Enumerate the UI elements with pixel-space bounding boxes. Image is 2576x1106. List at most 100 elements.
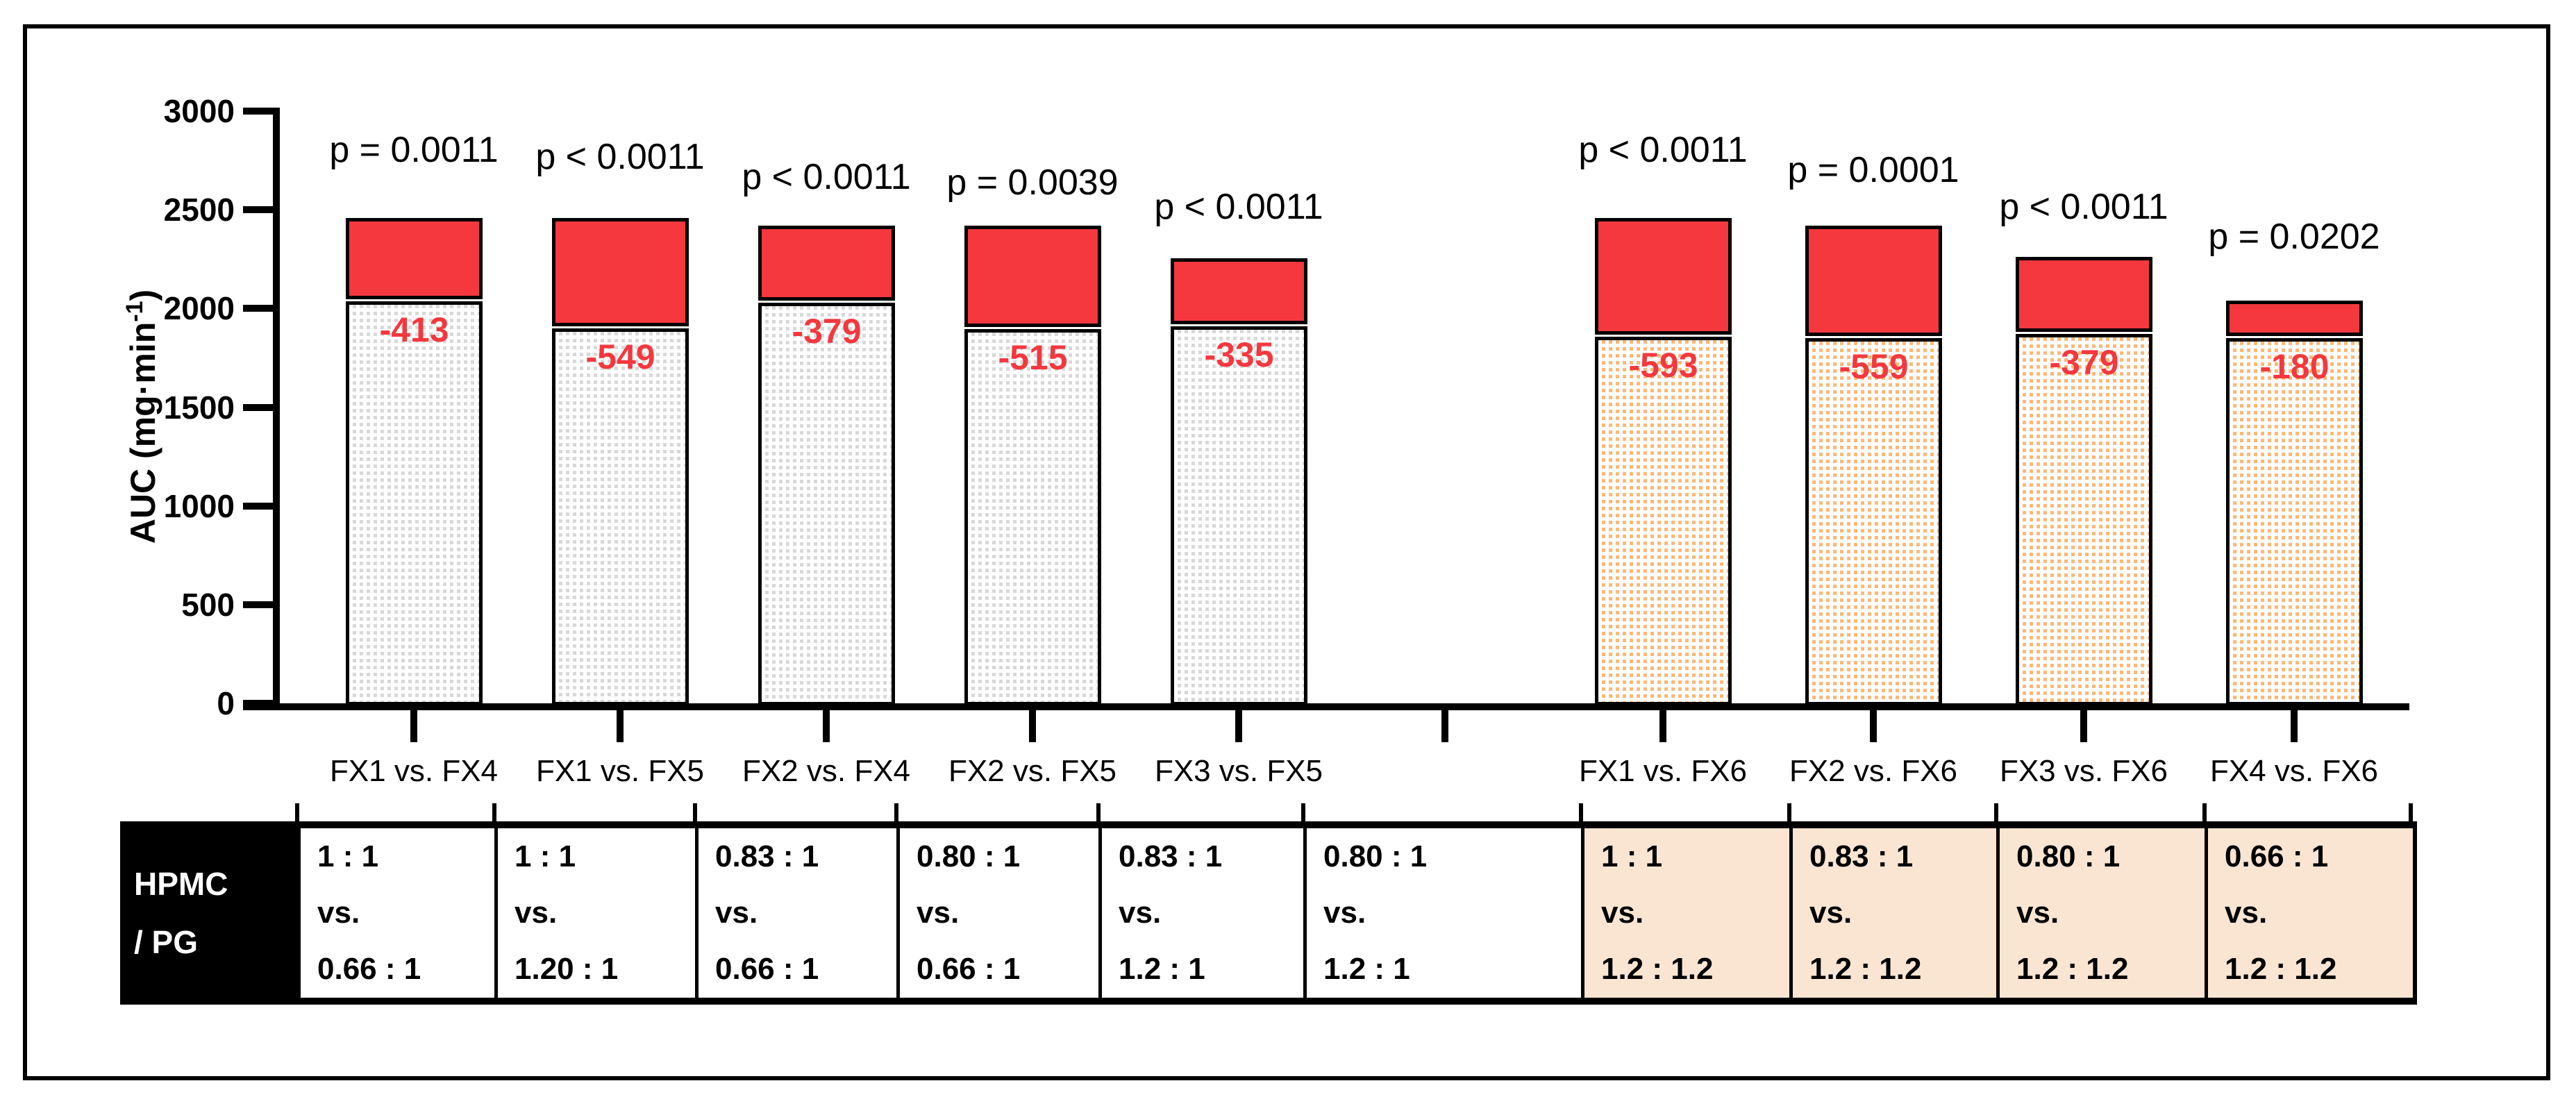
y-axis-tick-label: 3000 [163, 93, 235, 129]
difference-label: -559 [1839, 347, 1909, 386]
table-cell: 1 : 1 vs. 1.20 : 1 [494, 828, 695, 998]
bar-upper-segment [758, 226, 895, 301]
bar-upper-segment [2226, 301, 2363, 336]
table-cell-ratio-top: 0.80 : 1 [1323, 839, 1428, 873]
y-axis-tick [243, 700, 276, 707]
table-column-tick [1096, 803, 1101, 821]
table-cell-vs: vs. [715, 896, 758, 930]
y-axis-tick [243, 206, 276, 214]
table-cell-ratio-bottom: 1.2 : 1 [1323, 952, 1410, 986]
table-cell: 0.80 : 1 vs. 0.66 : 1 [896, 828, 1098, 998]
p-value-label: p < 0.0011 [742, 157, 911, 197]
table-cell-ratio-top: 1 : 1 [515, 839, 576, 873]
table-cell: 1 : 1 vs. 1.2 : 1.2 [1581, 828, 1789, 998]
table-cell: 0.83 : 1 vs. 1.2 : 1.2 [1789, 828, 1996, 998]
table-column-tick [894, 803, 898, 821]
bar-lower-segment [1171, 326, 1307, 705]
table-cell-vs: vs. [1119, 896, 1162, 930]
bar-upper-segment [2016, 257, 2152, 332]
bar-upper-segment [1595, 218, 1732, 335]
bar-lower-segment [552, 328, 689, 705]
p-value-label: p = 0.0039 [946, 162, 1119, 203]
table-header-cell: HPMC / PG [124, 828, 297, 998]
table-column-tick [2202, 803, 2207, 821]
p-value-label: p < 0.0011 [535, 137, 705, 177]
y-axis-tick [243, 305, 276, 312]
table-cell-ratio-top: 1 : 1 [317, 839, 379, 873]
bar-lower-segment [1595, 337, 1732, 705]
table-column-tick [1787, 803, 1791, 821]
table-cell-ratio-bottom: 0.66 : 1 [317, 952, 421, 986]
difference-label: -413 [379, 310, 449, 349]
difference-label: -379 [2049, 343, 2119, 382]
table-cell-ratio-bottom: 1.2 : 1 [1119, 952, 1205, 986]
x-axis-category-label: FX2 vs. FX4 [742, 754, 911, 788]
p-value-label: p < 0.0011 [1578, 130, 1748, 170]
table-column-tick [1579, 803, 1583, 821]
x-axis-tick [2080, 710, 2087, 742]
y-axis-tick [243, 108, 276, 115]
x-axis-category-label: FX2 vs. FX5 [948, 754, 1117, 788]
y-axis-tick-label: 2500 [163, 192, 235, 228]
x-axis-category-label: FX1 vs. FX6 [1578, 754, 1748, 788]
bar-upper-segment [1171, 258, 1307, 324]
x-axis-tick [1659, 710, 1666, 742]
difference-label: -180 [2259, 347, 2330, 386]
x-axis-category-label: FX3 vs. FX5 [1154, 754, 1323, 788]
p-value-label: p < 0.0011 [1999, 187, 2168, 227]
bar-upper-segment [346, 218, 483, 299]
x-axis-tick [1870, 710, 1877, 742]
table-cell: 0.83 : 1 vs. 0.66 : 1 [695, 828, 896, 998]
x-axis-category-label: FX3 vs. FX6 [1999, 754, 2168, 788]
bar-lower-segment [2226, 338, 2363, 705]
x-axis-tick [1235, 710, 1242, 742]
y-axis-tick [243, 403, 276, 411]
table-cell-ratio-bottom: 0.66 : 1 [715, 952, 819, 986]
x-axis-line [243, 703, 2409, 710]
table-column-tick [295, 803, 299, 821]
bar-lower-segment [2016, 334, 2152, 705]
table-cell: 0.66 : 1 vs. 1.2 : 1.2 [2205, 828, 2413, 998]
p-value-label: p = 0.0202 [2208, 217, 2380, 257]
difference-label: -335 [1204, 335, 1274, 374]
bar-upper-segment [1805, 226, 1942, 336]
table-cell-ratio-bottom: 0.66 : 1 [917, 952, 1021, 986]
table-cell: 0.83 : 1 vs. 1.2 : 1 [1098, 828, 1303, 998]
x-axis-category-label: FX1 vs. FX5 [535, 754, 705, 788]
difference-label: -379 [792, 312, 862, 351]
table-cell-ratio-top: 0.83 : 1 [1119, 839, 1223, 873]
x-axis-tick [410, 710, 417, 742]
p-value-label: p = 0.0011 [329, 130, 499, 170]
table-cell-vs: vs. [1809, 896, 1852, 930]
y-axis-tick [243, 601, 276, 608]
table-cell-vs: vs. [1601, 896, 1644, 930]
table-cell-ratio-bottom: 1.2 : 1.2 [1809, 952, 1922, 986]
difference-label: -549 [585, 337, 655, 376]
table-cell: 0.80 : 1 vs. 1.2 : 1 [1303, 828, 1581, 998]
table-cell-ratio-top: 1 : 1 [1601, 839, 1663, 873]
x-axis-tick [1441, 710, 1448, 742]
table-cell: 1 : 1 vs. 0.66 : 1 [297, 828, 494, 998]
table-cell-ratio-top: 0.80 : 1 [917, 839, 1021, 873]
table-column-tick [492, 803, 496, 821]
y-axis-tick-label: 500 [181, 586, 235, 623]
table-cell-vs: vs. [917, 896, 960, 930]
difference-label: -515 [998, 338, 1068, 377]
table-cell-vs: vs. [2225, 896, 2268, 930]
y-axis-tick-label: 1000 [163, 487, 235, 524]
table-cell-ratio-top: 0.83 : 1 [715, 839, 819, 873]
table-cell-ratio-bottom: 1.2 : 1.2 [1601, 952, 1714, 986]
x-axis-category-label: FX2 vs. FX6 [1789, 754, 1958, 788]
bar-upper-segment [964, 226, 1101, 327]
table-cell-ratio-top: 0.66 : 1 [2225, 839, 2329, 873]
table-column-tick [1994, 803, 1998, 821]
table-column-tick [1301, 803, 1305, 821]
table-cell-ratio-bottom: 1.20 : 1 [515, 952, 619, 986]
y-axis-tick-label: 2000 [163, 290, 235, 327]
table-cell: 0.80 : 1 vs. 1.2 : 1.2 [1996, 828, 2205, 998]
table-cell-ratio-top: 0.83 : 1 [1809, 839, 1914, 873]
y-axis-tick-label: 0 [217, 685, 235, 721]
table-cell-ratio-bottom: 1.2 : 1.2 [2225, 952, 2337, 986]
